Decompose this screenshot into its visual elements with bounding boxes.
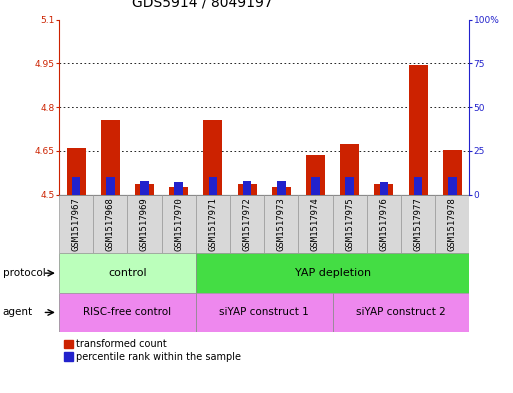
Bar [72, 177, 81, 195]
Bar [243, 180, 251, 195]
Bar [106, 177, 114, 195]
Bar [169, 187, 188, 195]
Bar [332, 195, 367, 253]
Text: siYAP construct 2: siYAP construct 2 [356, 307, 446, 318]
Text: GSM1517975: GSM1517975 [345, 197, 354, 251]
Bar [332, 293, 469, 332]
Bar [448, 177, 457, 195]
Text: RISC-free control: RISC-free control [83, 307, 171, 318]
Bar [135, 184, 154, 195]
Bar [299, 195, 332, 253]
Bar [264, 195, 299, 253]
Text: protocol: protocol [3, 268, 45, 278]
Text: GSM1517969: GSM1517969 [140, 197, 149, 251]
Bar [409, 65, 427, 195]
Bar [311, 177, 320, 195]
Bar [67, 148, 86, 195]
Bar [209, 177, 217, 195]
Text: GSM1517973: GSM1517973 [277, 197, 286, 251]
Bar [59, 195, 93, 253]
Bar [435, 195, 469, 253]
Bar [238, 184, 256, 195]
Text: siYAP construct 1: siYAP construct 1 [220, 307, 309, 318]
Bar [140, 180, 149, 195]
Bar [59, 253, 196, 293]
Bar [443, 150, 462, 195]
Text: GDS5914 / 8049197: GDS5914 / 8049197 [132, 0, 273, 10]
Text: GSM1517970: GSM1517970 [174, 197, 183, 251]
Bar [196, 253, 469, 293]
Bar [93, 195, 127, 253]
Text: GSM1517967: GSM1517967 [72, 197, 81, 251]
Bar [230, 195, 264, 253]
Text: control: control [108, 268, 147, 278]
Text: GSM1517972: GSM1517972 [243, 197, 251, 251]
Text: GSM1517977: GSM1517977 [413, 197, 423, 251]
Bar [196, 195, 230, 253]
Text: agent: agent [3, 307, 33, 318]
Bar [272, 187, 291, 195]
Bar [401, 195, 435, 253]
Bar [162, 195, 196, 253]
Bar [59, 293, 196, 332]
Bar [380, 182, 388, 195]
Bar [127, 195, 162, 253]
Bar [277, 180, 286, 195]
Text: GSM1517971: GSM1517971 [208, 197, 218, 251]
Bar [306, 155, 325, 195]
Bar [414, 177, 422, 195]
Bar [174, 182, 183, 195]
Text: GSM1517978: GSM1517978 [448, 197, 457, 251]
Text: YAP depletion: YAP depletion [294, 268, 371, 278]
Bar [374, 184, 393, 195]
Bar [101, 120, 120, 195]
Legend: transformed count, percentile rank within the sample: transformed count, percentile rank withi… [64, 339, 242, 362]
Text: GSM1517968: GSM1517968 [106, 197, 115, 251]
Bar [340, 143, 359, 195]
Bar [196, 293, 332, 332]
Bar [204, 120, 222, 195]
Bar [367, 195, 401, 253]
Text: GSM1517974: GSM1517974 [311, 197, 320, 251]
Bar [345, 177, 354, 195]
Text: GSM1517976: GSM1517976 [380, 197, 388, 251]
